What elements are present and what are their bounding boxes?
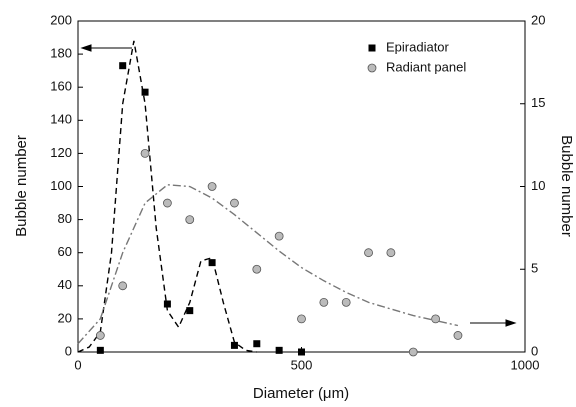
- fit-curve: [77, 184, 459, 345]
- y-tick-label: 80: [58, 211, 72, 226]
- y2-tick-label: 10: [531, 178, 545, 193]
- legend-marker: [368, 44, 376, 52]
- point: [207, 182, 217, 191]
- point: [230, 198, 239, 208]
- point: [162, 198, 172, 208]
- y-tick-label: 20: [58, 310, 72, 325]
- point: [364, 248, 373, 258]
- y-tick-label: 60: [58, 244, 72, 259]
- point: [95, 331, 105, 340]
- y-tick-label: 120: [50, 145, 72, 160]
- y2-tick-label: 15: [531, 95, 545, 110]
- point: [386, 248, 396, 258]
- x-tick-label: 500: [291, 357, 313, 372]
- fit-curve: [77, 40, 257, 353]
- y2-tick-label: 0: [531, 343, 538, 358]
- point: [319, 297, 329, 307]
- y-tick-label: 140: [50, 112, 72, 127]
- point: [252, 264, 262, 274]
- legend-label: Epiradiator: [386, 39, 450, 54]
- point: [208, 259, 216, 267]
- x-tick-label: 0: [74, 357, 81, 372]
- arrows: [80, 44, 517, 327]
- y-tick-label: 0: [65, 343, 72, 358]
- point: [141, 88, 149, 96]
- point: [297, 314, 306, 324]
- y-tick-label: 100: [50, 178, 72, 193]
- y2-tick-label: 5: [531, 261, 538, 276]
- point: [453, 331, 463, 340]
- y-tick-label: 40: [58, 277, 72, 292]
- point: [119, 62, 127, 70]
- y-tick-label: 200: [50, 12, 72, 27]
- y-axis-label: Bubble number: [13, 135, 30, 237]
- point: [408, 347, 418, 357]
- arrow-head: [505, 319, 517, 327]
- x-axis-label: Diameter (μm): [253, 385, 349, 402]
- arrow-head: [80, 44, 92, 52]
- y2-tick-label: 20: [531, 12, 545, 27]
- point: [431, 314, 441, 324]
- point: [118, 281, 128, 291]
- point: [96, 346, 104, 354]
- y-tick-label: 160: [50, 79, 72, 94]
- legend-label: Radiant panel: [386, 59, 466, 74]
- y2-axis-label: Bubble number: [558, 135, 575, 237]
- point: [163, 300, 171, 308]
- point: [186, 307, 194, 315]
- legend-marker: [367, 63, 377, 73]
- point: [275, 346, 283, 354]
- point: [140, 148, 150, 158]
- point: [298, 348, 305, 356]
- point: [341, 297, 351, 307]
- x-tick-label: 1000: [511, 357, 540, 372]
- y-tick-label: 180: [50, 46, 72, 61]
- point: [230, 341, 238, 349]
- point: [185, 215, 195, 225]
- point: [274, 231, 284, 241]
- point: [253, 340, 261, 348]
